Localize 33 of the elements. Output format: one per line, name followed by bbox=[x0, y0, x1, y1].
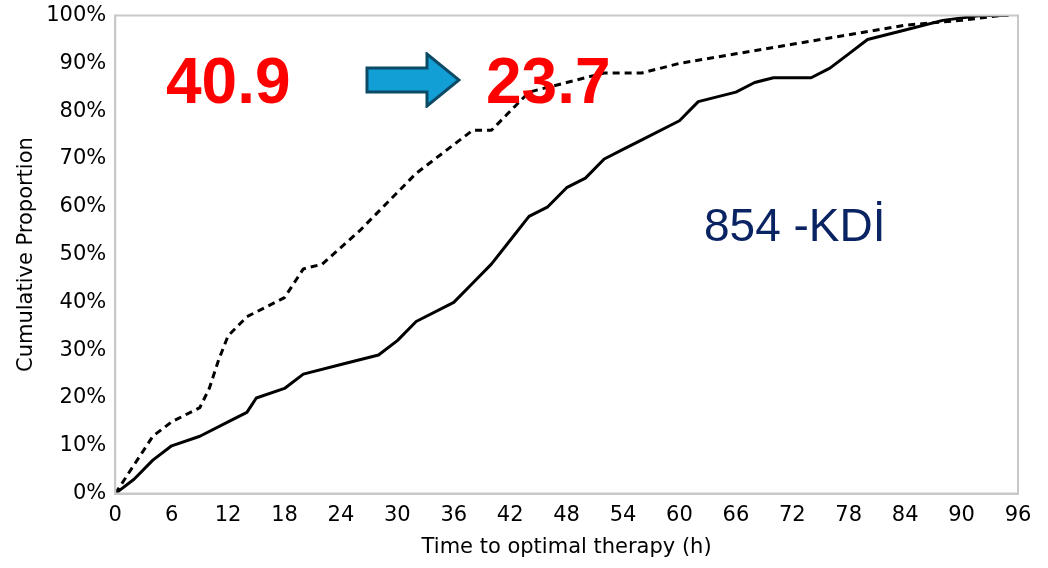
x-tick-label: 6 bbox=[164, 501, 179, 526]
x-tick-label: 84 bbox=[891, 501, 919, 526]
x-tick-label: 48 bbox=[553, 501, 580, 526]
x-tick-label: 66 bbox=[722, 501, 750, 526]
y-tick-label: 0% bbox=[72, 480, 107, 505]
x-tick-label: 54 bbox=[609, 501, 637, 526]
x-tick-label: 0 bbox=[108, 501, 122, 526]
y-tick-label: 20% bbox=[59, 384, 107, 409]
y-tick-label: 60% bbox=[59, 193, 107, 218]
x-tick-label: 60 bbox=[666, 501, 693, 526]
x-tick-label: 78 bbox=[835, 501, 863, 526]
x-tick-label: 90 bbox=[948, 501, 975, 526]
x-tick-label: 42 bbox=[496, 501, 524, 526]
y-tick-label: 80% bbox=[59, 97, 107, 122]
y-tick-label: 10% bbox=[59, 432, 107, 457]
y-tick-label: 50% bbox=[59, 241, 107, 266]
y-axis-title: Cumulative Proportion bbox=[13, 137, 38, 373]
y-tick-label: 40% bbox=[59, 288, 107, 313]
x-tick-label: 18 bbox=[271, 501, 298, 526]
annotation: 854 -KDİ bbox=[704, 198, 886, 252]
x-axis-title: Time to optimal therapy (h) bbox=[420, 533, 712, 558]
y-tick-label: 70% bbox=[59, 145, 107, 170]
x-tick-label: 12 bbox=[214, 501, 242, 526]
x-tick-label: 30 bbox=[383, 501, 411, 526]
x-tick-label: 96 bbox=[1004, 501, 1032, 526]
x-tick-label: 72 bbox=[778, 501, 806, 526]
y-tick-label: 30% bbox=[59, 336, 107, 361]
y-tick-label: 90% bbox=[59, 49, 107, 74]
annotation: 40.9 bbox=[166, 44, 291, 118]
x-tick-label: 24 bbox=[327, 501, 355, 526]
y-tick-label: 100% bbox=[46, 2, 107, 27]
annotation: 23.7 bbox=[486, 44, 611, 118]
x-tick-label: 36 bbox=[440, 501, 468, 526]
